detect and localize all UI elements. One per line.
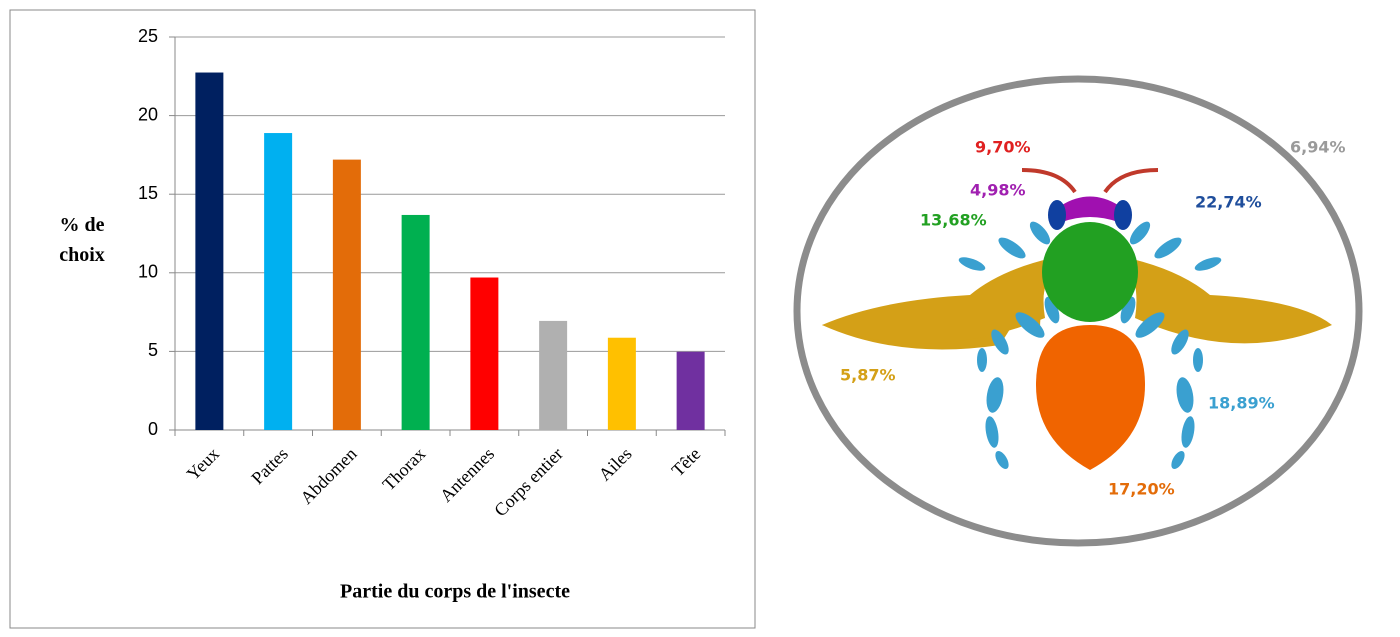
bar (676, 351, 705, 430)
eye (1114, 200, 1132, 230)
percent-label: 4,98% (970, 181, 1026, 200)
bar (195, 72, 224, 431)
abdomen (1036, 325, 1145, 470)
bar (470, 277, 499, 430)
y-tick-label: 0 (148, 419, 158, 439)
y-axis-title: % de choix (59, 214, 105, 266)
percent-label: 6,94% (1290, 138, 1346, 157)
chart-border (9, 9, 756, 629)
legs (958, 221, 1222, 470)
wing (1128, 258, 1332, 344)
bar (264, 133, 293, 430)
y-tick-label: 25 (138, 26, 158, 46)
eye (1048, 200, 1066, 230)
y-tick-label: 5 (148, 340, 158, 360)
thorax (1042, 222, 1138, 322)
bar (607, 337, 636, 430)
insect-diagram: 22,74% 18,89% 17,20% 13,68% 9,70% 6,94% 5,87% 4… (793, 75, 1363, 547)
bar (539, 320, 568, 430)
antenna (1021, 168, 1077, 194)
percent-label: 17,20% (1108, 480, 1175, 499)
percent-label: 9,70% (975, 138, 1031, 157)
antenna (1103, 168, 1159, 194)
head (1062, 196, 1118, 222)
bar (332, 159, 361, 430)
x-axis-title: Partie du corps de l'insecte (340, 581, 570, 603)
bar (401, 214, 430, 430)
whole-body-ring (793, 75, 1363, 547)
wing (822, 258, 1052, 344)
percent-label: 13,68% (920, 211, 987, 230)
percent-label: 22,74% (1195, 193, 1262, 212)
percent-label: 18,89% (1208, 394, 1275, 413)
percent-label: 5,87% (840, 366, 896, 385)
y-tick-label: 15 (138, 183, 158, 203)
y-tick-label: 20 (138, 104, 158, 124)
y-tick-label: 10 (138, 262, 158, 282)
